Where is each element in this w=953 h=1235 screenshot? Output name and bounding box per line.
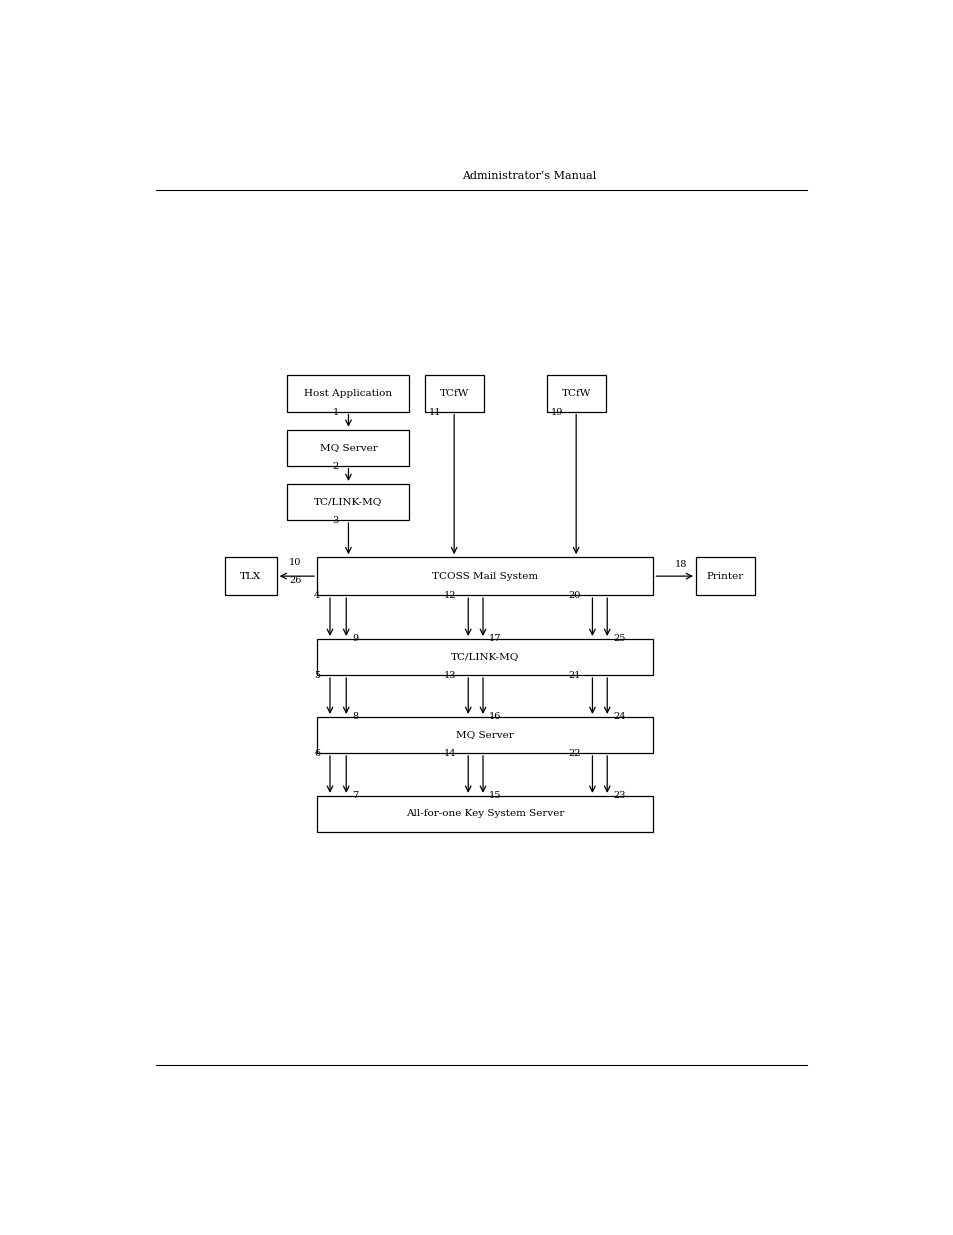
Text: 7: 7 xyxy=(352,790,358,799)
Text: TCfW: TCfW xyxy=(439,389,468,398)
Text: 24: 24 xyxy=(613,711,625,721)
Text: 10: 10 xyxy=(289,558,301,567)
Text: 16: 16 xyxy=(488,711,500,721)
Text: 11: 11 xyxy=(428,408,440,416)
Text: Host Application: Host Application xyxy=(304,389,392,398)
Text: Printer: Printer xyxy=(706,572,743,580)
Text: 26: 26 xyxy=(289,576,301,585)
Text: 19: 19 xyxy=(550,408,562,416)
Text: All-for-one Key System Server: All-for-one Key System Server xyxy=(406,809,564,819)
Text: 5: 5 xyxy=(314,672,320,680)
Text: MQ Server: MQ Server xyxy=(319,443,377,452)
Bar xyxy=(316,557,653,595)
Text: 21: 21 xyxy=(567,672,580,680)
Text: 12: 12 xyxy=(443,592,456,600)
Bar xyxy=(546,375,605,411)
Text: TCOSS Mail System: TCOSS Mail System xyxy=(432,572,537,580)
Bar xyxy=(316,716,653,753)
Text: 13: 13 xyxy=(443,672,456,680)
Bar xyxy=(695,557,754,595)
Text: 2: 2 xyxy=(333,462,338,471)
Text: TCfW: TCfW xyxy=(561,389,590,398)
Bar xyxy=(225,557,276,595)
Text: 22: 22 xyxy=(567,750,580,758)
Text: TC/LINK-MQ: TC/LINK-MQ xyxy=(314,498,382,506)
Text: 18: 18 xyxy=(675,561,687,569)
Text: 15: 15 xyxy=(488,790,500,799)
Bar xyxy=(287,484,409,520)
Text: 14: 14 xyxy=(443,750,456,758)
Text: 6: 6 xyxy=(314,750,320,758)
Text: 23: 23 xyxy=(613,790,625,799)
Text: Administrator’s Manual: Administrator’s Manual xyxy=(462,172,596,182)
Text: 1: 1 xyxy=(333,408,338,416)
Text: 20: 20 xyxy=(568,592,580,600)
Text: 4: 4 xyxy=(314,592,320,600)
Text: 8: 8 xyxy=(352,711,358,721)
Bar xyxy=(424,375,483,411)
Bar xyxy=(287,430,409,466)
Text: 9: 9 xyxy=(352,634,358,642)
Text: 3: 3 xyxy=(333,516,338,525)
Text: 25: 25 xyxy=(613,634,625,642)
Bar xyxy=(287,375,409,411)
Bar xyxy=(316,795,653,832)
Text: MQ Server: MQ Server xyxy=(456,730,514,740)
Text: TC/LINK-MQ: TC/LINK-MQ xyxy=(451,652,518,662)
Bar xyxy=(316,638,653,676)
Text: 17: 17 xyxy=(488,634,501,642)
Text: TLX: TLX xyxy=(240,572,261,580)
